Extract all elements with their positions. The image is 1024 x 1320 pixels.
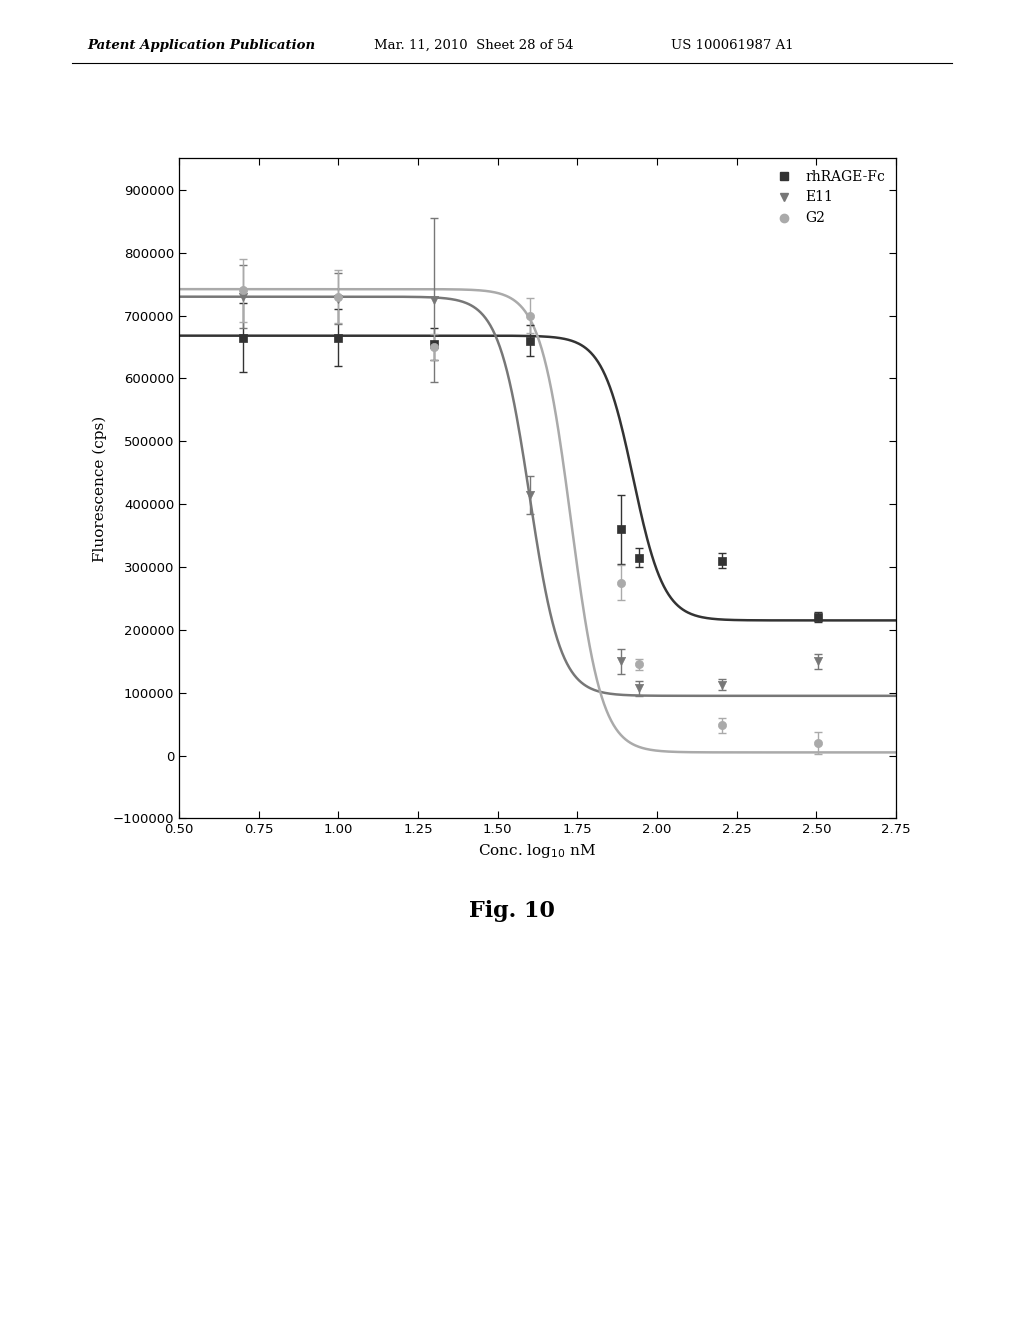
Point (234, 286, 251, 308)
Point (714, 550, 730, 572)
Text: Fig. 10: Fig. 10 (469, 900, 555, 923)
Text: Mar. 11, 2010  Sheet 28 of 54: Mar. 11, 2010 Sheet 28 of 54 (374, 38, 573, 51)
Point (426, 333, 442, 354)
Point (810, 733, 826, 754)
Point (234, 280, 251, 301)
Point (522, 305, 539, 326)
Point (631, 546, 647, 568)
Legend: rhRAGE-Fc, E11, G2: rhRAGE-Fc, E11, G2 (766, 165, 889, 230)
Point (631, 653, 647, 675)
Point (612, 572, 629, 593)
Point (426, 289, 442, 310)
Point (714, 715, 730, 737)
Point (331, 327, 347, 348)
Point (631, 677, 647, 698)
Point (714, 675, 730, 696)
Point (234, 327, 251, 348)
Y-axis label: Fluorescence (cps): Fluorescence (cps) (93, 416, 108, 561)
Point (426, 337, 442, 358)
Point (522, 484, 539, 506)
X-axis label: Conc. log$_{10}$ nM: Conc. log$_{10}$ nM (478, 842, 597, 859)
Text: US 100061987 A1: US 100061987 A1 (671, 38, 794, 51)
Point (810, 651, 826, 672)
Point (522, 330, 539, 351)
Point (810, 607, 826, 628)
Point (612, 519, 629, 540)
Point (331, 288, 347, 309)
Point (331, 286, 347, 308)
Text: Patent Application Publication: Patent Application Publication (87, 38, 315, 51)
Point (612, 651, 629, 672)
